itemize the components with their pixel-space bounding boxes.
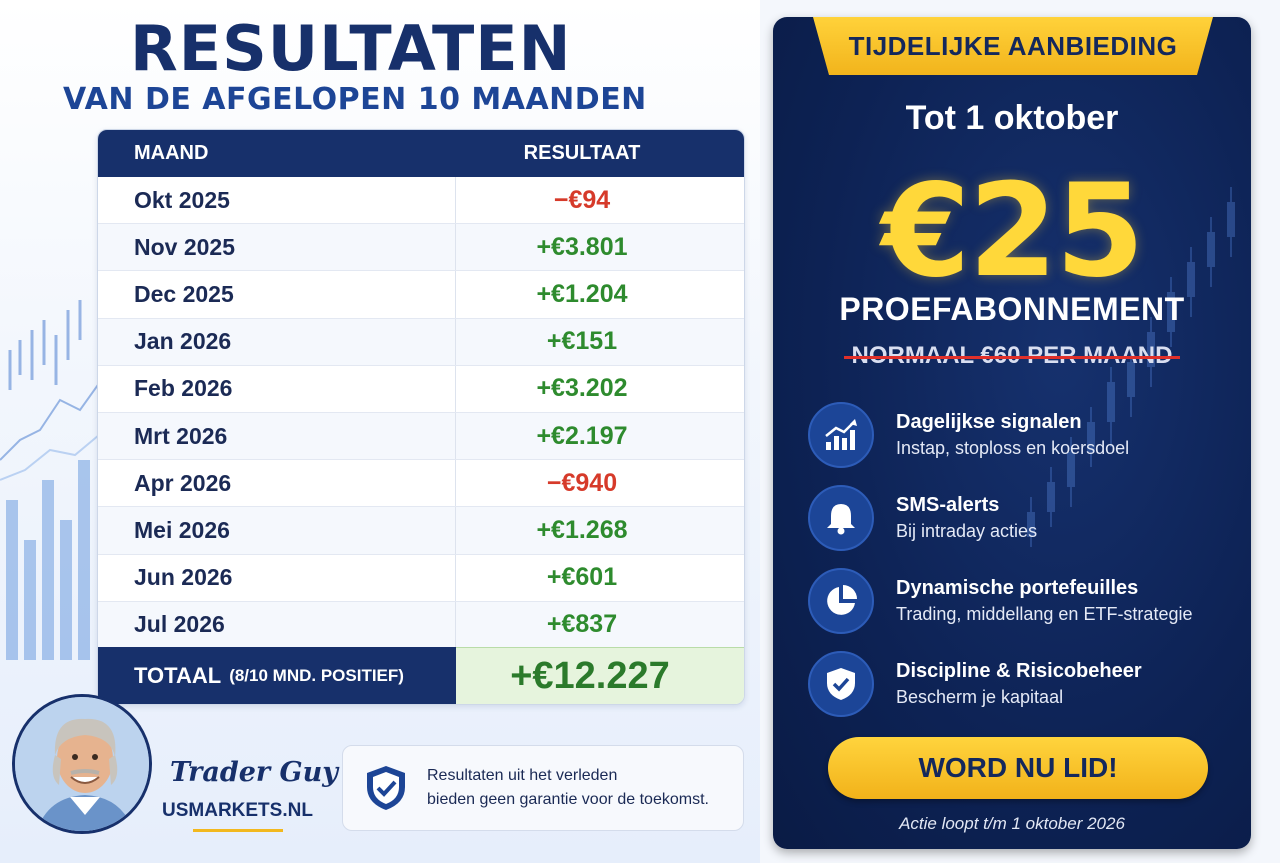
feature-title: SMS-alerts <box>896 494 1000 516</box>
table-row: Jun 2026 +€601 <box>98 554 744 602</box>
feature-title: Discipline & Risicobeheer <box>896 660 1142 682</box>
result-cell: +€1.268 <box>536 515 628 544</box>
normal-price-text: NORMAAL €60 PER MAAND <box>851 342 1173 369</box>
month-cell: Okt 2025 <box>98 177 456 224</box>
decorative-chart <box>0 300 106 660</box>
shield-check-icon <box>808 651 874 717</box>
month-cell: Nov 2025 <box>98 224 456 271</box>
page-subtitle: VAN DE AFGELOPEN 10 MAANDEN <box>63 82 647 117</box>
action-note: Actie loopt t/m 1 oktober 2026 <box>899 814 1125 833</box>
table-row: Jan 2026 +€151 <box>98 318 744 366</box>
pie-chart-icon <box>808 568 874 634</box>
month-cell: Jul 2026 <box>98 601 456 648</box>
feature-subtitle: Bescherm je kapitaal <box>896 687 1064 707</box>
column-header-result: RESULTAAT <box>523 142 641 164</box>
bell-icon <box>808 485 874 551</box>
total-label: TOTAAL <box>134 662 222 688</box>
offer-until: Tot 1 oktober <box>905 99 1119 137</box>
table-row: Nov 2025 +€3.801 <box>98 224 744 272</box>
trader-site[interactable]: USMARKETS.NL <box>162 800 313 821</box>
month-cell: Jun 2026 <box>98 554 456 601</box>
feature-dynamic-portfolios: Dynamische portefeuilles Trading, middel… <box>808 568 1192 634</box>
trader-underline <box>193 829 283 832</box>
month-cell: Feb 2026 <box>98 365 456 412</box>
disclaimer-box: Resultaten uit het verleden bieden geen … <box>342 745 744 831</box>
table-row: Mei 2026 +€1.268 <box>98 507 744 555</box>
total-value: +€12.227 <box>456 647 744 704</box>
table-row: Apr 2026 −€940 <box>98 460 744 508</box>
table-row: Okt 2025 −€94 <box>98 177 744 225</box>
result-cell: +€601 <box>546 563 618 592</box>
result-cell: +€3.801 <box>536 232 628 261</box>
table-body: Okt 2025 −€94 Nov 2025 +€3.801 Dec 2025 +€1.2… <box>98 177 744 649</box>
table-row: Dec 2025 +€1.204 <box>98 271 744 319</box>
month-cell: Mrt 2026 <box>98 412 456 460</box>
total-label-cell: TOTAAL (8/10 MND. POSITIEF) <box>98 647 456 704</box>
month-cell: Jan 2026 <box>98 318 456 365</box>
feature-discipline: Discipline & Risicobeheer Bescherm je ka… <box>808 651 1142 717</box>
offer-price: €25 <box>881 157 1144 306</box>
offer-normal-price: NORMAAL €60 PER MAAND <box>773 342 1251 370</box>
table-header: MAAND RESULTAAT <box>98 130 744 177</box>
feature-title: Dagelijkse signalen <box>896 411 1082 433</box>
chart-up-icon <box>808 402 874 468</box>
month-cell: Mei 2026 <box>98 507 456 554</box>
total-note: (8/10 MND. POSITIEF) <box>229 665 404 685</box>
trader-portrait <box>15 697 149 831</box>
column-header-month: MAAND <box>134 142 209 164</box>
offer-panel: TIJDELIJKE AANBIEDING Tot 1 oktober €25 … <box>773 17 1251 849</box>
table-total-row: TOTAAL (8/10 MND. POSITIEF) +€12.227 <box>98 647 744 704</box>
result-cell: +€837 <box>546 610 618 639</box>
result-cell: +€3.202 <box>536 374 628 403</box>
result-cell: −€94 <box>553 185 611 214</box>
feature-subtitle: Instap, stoploss en koersdoel <box>896 438 1130 458</box>
decorative-candlestick-chart <box>1027 187 1235 547</box>
result-cell: +€151 <box>546 327 618 356</box>
table-row: Feb 2026 +€3.202 <box>98 365 744 413</box>
page-title: RESULTATEN <box>130 12 572 85</box>
table-row: Mrt 2026 +€2.197 <box>98 412 744 461</box>
feature-title: Dynamische portefeuilles <box>896 577 1139 599</box>
offer-ribbon: TIJDELIJKE AANBIEDING <box>813 17 1213 75</box>
disclaimer-line-2: bieden geen garantie voor de toekomst. <box>427 791 709 808</box>
month-cell: Dec 2025 <box>98 271 456 318</box>
result-cell: +€2.197 <box>536 421 628 450</box>
offer-trial-label: PROEFABONNEMENT <box>839 291 1185 327</box>
trader-name: Trader Guy <box>170 757 338 788</box>
month-cell: Apr 2026 <box>98 460 456 507</box>
shield-check-icon <box>367 766 405 810</box>
result-cell: +€1.204 <box>536 279 628 308</box>
feature-daily-signals: Dagelijkse signalen Instap, stoploss en … <box>808 402 1129 468</box>
feature-subtitle: Bij intraday acties <box>896 521 1038 541</box>
join-button[interactable]: WORD NU LID! <box>828 737 1208 799</box>
table-row: Jul 2026 +€837 <box>98 601 744 649</box>
results-table: MAAND RESULTAAT Okt 2025 −€94 Nov 2025 +€3.… <box>97 129 745 705</box>
avatar <box>12 694 152 834</box>
feature-sms-alerts: SMS-alerts Bij intraday acties <box>808 485 1037 551</box>
result-cell: −€940 <box>546 468 618 497</box>
feature-subtitle: Trading, middellang en ETF-strategie <box>896 604 1193 624</box>
disclaimer-line-1: Resultaten uit het verleden <box>427 767 618 784</box>
